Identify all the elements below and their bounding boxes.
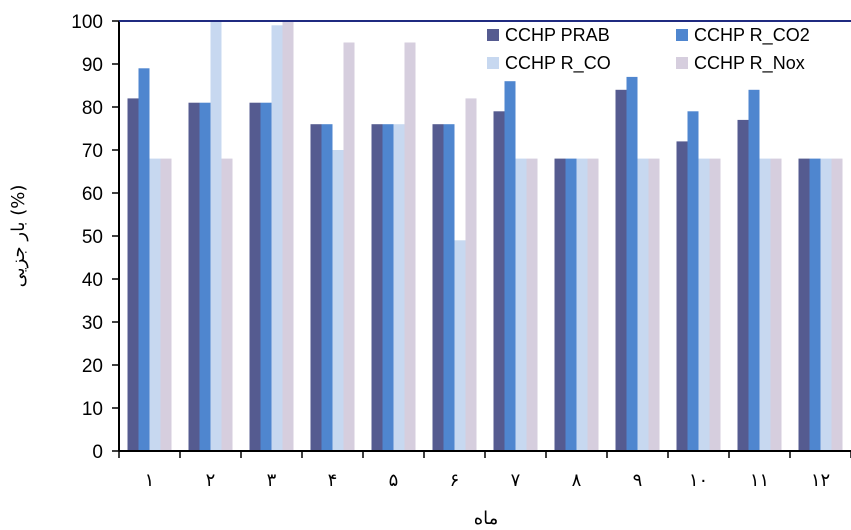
- legend-swatch: [676, 57, 688, 69]
- bar-series-1-cat-11: [737, 119, 749, 452]
- bar-series-3-cat-4: [332, 150, 344, 451]
- bar-series-4-cat-2: [221, 158, 233, 451]
- x-tick-label: ۱۲: [811, 470, 830, 491]
- bar-series-3-cat-10: [698, 158, 710, 451]
- bar-series-2-cat-4: [321, 124, 333, 451]
- bar-series-4-cat-9: [648, 158, 660, 451]
- legend-swatch: [487, 29, 499, 41]
- bar-series-3-cat-9: [637, 158, 649, 451]
- legend-swatch: [676, 29, 688, 41]
- bar-series-1-cat-1: [127, 98, 139, 452]
- bar-series-3-cat-6: [454, 240, 466, 451]
- bar-series-1-cat-4: [310, 124, 322, 451]
- y-tick-label: 20: [82, 356, 103, 377]
- y-tick-label: 60: [82, 184, 103, 205]
- bar-series-1-cat-9: [615, 89, 627, 452]
- bar-series-4-cat-11: [770, 158, 782, 451]
- x-tick-label: ۴: [328, 470, 338, 491]
- bar-series-3-cat-11: [759, 158, 771, 451]
- bar-series-4-cat-1: [160, 158, 172, 451]
- x-axis-title: ماه: [474, 508, 499, 529]
- x-tick-label: ۷: [511, 470, 521, 491]
- x-tick-label: ۱۰: [689, 470, 708, 491]
- y-tick-label: 100: [71, 12, 103, 33]
- x-ticks-group: ۱ ۲ ۳ ۴ ۵ ۶ ۷ ۸ ۹ ۱۰ ۱۱ ۱۲: [118, 451, 851, 491]
- x-tick-label: ۸: [572, 470, 582, 491]
- y-tick-label: 50: [82, 227, 103, 248]
- bar-series-4-cat-12: [831, 158, 843, 451]
- legend-swatch: [487, 57, 499, 69]
- bar-series-2-cat-12: [809, 158, 821, 451]
- bar-series-1-cat-7: [493, 111, 505, 452]
- y-tick-label: 10: [82, 399, 103, 420]
- bar-series-4-cat-3: [282, 21, 294, 451]
- bars-group: [127, 21, 843, 452]
- y-tick-label: 40: [82, 270, 103, 291]
- x-tick-label: ۶: [450, 470, 460, 491]
- bar-series-4-cat-7: [526, 158, 538, 451]
- bar-series-1-cat-6: [432, 124, 444, 451]
- bar-series-2-cat-3: [260, 102, 272, 451]
- bar-series-4-cat-6: [465, 98, 477, 452]
- legend: CCHP PRAB CCHP R_CO2 CCHP R_CO CCHP R_Nox: [487, 25, 810, 74]
- bar-series-1-cat-5: [371, 124, 383, 451]
- bar-series-2-cat-5: [382, 124, 394, 451]
- bar-series-4-cat-4: [343, 42, 355, 451]
- x-tick-label: ۱۱: [750, 470, 769, 491]
- bar-series-3-cat-3: [271, 25, 283, 452]
- legend-label: CCHP R_CO: [505, 53, 611, 74]
- bar-series-2-cat-2: [199, 102, 211, 451]
- bar-series-2-cat-7: [504, 81, 516, 451]
- bar-series-2-cat-11: [748, 89, 760, 452]
- bar-series-1-cat-10: [676, 141, 688, 451]
- y-tick-label: 70: [82, 141, 103, 162]
- y-tick-label: 90: [82, 55, 103, 76]
- x-tick-label: ۲: [206, 470, 216, 491]
- bar-series-2-cat-8: [565, 158, 577, 451]
- bar-series-2-cat-9: [626, 76, 638, 452]
- x-tick-label: ۵: [389, 470, 399, 491]
- bar-series-2-cat-10: [687, 111, 699, 452]
- legend-label: CCHP PRAB: [505, 25, 610, 45]
- bar-series-3-cat-1: [149, 158, 161, 451]
- legend-label: CCHP R_Nox: [694, 53, 805, 74]
- bar-series-4-cat-8: [587, 158, 599, 451]
- bar-series-4-cat-10: [709, 158, 721, 451]
- bar-series-1-cat-3: [249, 102, 261, 451]
- y-ticks-group: 0 10 20 30 40 50 60 70 80 90 100: [71, 12, 119, 463]
- bar-series-3-cat-12: [820, 158, 832, 451]
- bar-series-2-cat-6: [443, 124, 455, 451]
- bar-series-3-cat-7: [515, 158, 527, 451]
- bar-series-3-cat-8: [576, 158, 588, 451]
- x-tick-label: ۳: [267, 470, 277, 491]
- y-tick-label: 80: [82, 98, 103, 119]
- bar-series-2-cat-1: [138, 68, 150, 452]
- bar-series-3-cat-2: [210, 21, 222, 451]
- y-axis-title: بار جزیی (%): [8, 185, 29, 288]
- x-tick-label: ۹: [633, 470, 643, 491]
- y-tick-label: 30: [82, 313, 103, 334]
- legend-label: CCHP R_CO2: [694, 25, 810, 46]
- bar-series-3-cat-5: [393, 124, 405, 451]
- bar-series-4-cat-5: [404, 42, 416, 451]
- bar-series-1-cat-2: [188, 102, 200, 451]
- x-tick-label: ۱: [145, 470, 155, 491]
- y-tick-label: 0: [92, 442, 103, 463]
- bar-series-1-cat-8: [554, 158, 566, 451]
- bar-series-1-cat-12: [798, 158, 810, 451]
